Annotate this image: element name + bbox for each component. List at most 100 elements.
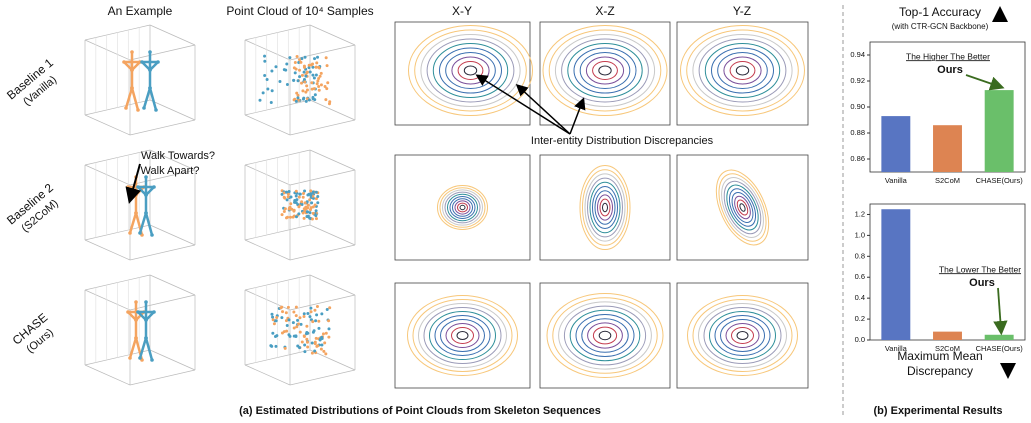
sample-point (313, 349, 317, 353)
sample-point (302, 65, 306, 69)
sample-point (278, 80, 282, 84)
sample-point (317, 65, 321, 69)
sample-point (309, 63, 313, 67)
arrow (515, 83, 571, 135)
sample-point (283, 346, 287, 350)
column-header: X-Y (452, 4, 472, 18)
sample-point (294, 99, 298, 103)
sample-point (292, 78, 296, 82)
sample-point (286, 195, 290, 199)
joint (144, 336, 148, 340)
contour (720, 319, 765, 352)
sample-point (303, 80, 307, 84)
sample-point (315, 61, 319, 65)
sample-point (285, 62, 289, 66)
sample-point (289, 195, 293, 199)
sample-point (286, 305, 290, 309)
axis-line (149, 349, 196, 371)
sample-point (311, 211, 315, 215)
sample-point (313, 93, 317, 97)
sample-point (310, 81, 314, 85)
contour (698, 303, 787, 368)
sample-point (297, 60, 301, 64)
sample-point (308, 216, 312, 220)
sample-point (280, 213, 284, 217)
sample-point (316, 201, 320, 205)
arrow (965, 74, 1005, 91)
sample-point (270, 69, 274, 73)
joint (138, 231, 142, 235)
sample-point (298, 58, 302, 62)
contour (414, 29, 527, 112)
sample-point (302, 70, 306, 74)
sample-point (292, 326, 296, 330)
contour (709, 311, 776, 360)
contour (731, 327, 754, 344)
x-tick-label: Vanilla (885, 344, 908, 353)
contour (567, 43, 643, 98)
bar (881, 209, 911, 340)
contour (439, 47, 502, 94)
axis-line (244, 364, 291, 386)
sample-point (296, 79, 300, 83)
contour-panel (394, 282, 531, 389)
contour (728, 188, 757, 227)
contour (589, 181, 621, 234)
y-tick-label: 0.8 (855, 251, 865, 260)
sample-point (305, 337, 309, 341)
sample-point (282, 330, 286, 334)
contour-panel (676, 282, 809, 389)
sample-point (326, 81, 330, 85)
plot-3d (84, 274, 196, 386)
sample-point (309, 310, 313, 314)
sample-point (309, 194, 313, 198)
arrow (475, 74, 571, 135)
contour (454, 200, 471, 215)
sample-point (319, 347, 323, 351)
sample-point (311, 73, 315, 77)
contour (718, 173, 767, 242)
sample-point (325, 64, 329, 68)
sample-point (302, 314, 306, 318)
sample-point (304, 90, 308, 94)
y-tick-label: 1.2 (855, 209, 865, 218)
arrow (993, 287, 1008, 336)
axis-line (149, 149, 196, 171)
contour (558, 301, 652, 370)
caption: (a) Estimated Distributions of Point Clo… (239, 405, 601, 417)
contour (542, 25, 668, 116)
sample-point (327, 327, 331, 331)
axis-line (149, 274, 196, 296)
axis-line (129, 119, 196, 136)
sample-point (317, 88, 321, 92)
caption: (b) Experimental Results (874, 405, 1003, 417)
joint (144, 300, 148, 304)
joint (150, 233, 154, 237)
sample-point (310, 201, 314, 205)
sample-point (289, 202, 293, 206)
y-tick-label: 0.0 (855, 335, 865, 344)
sample-point (292, 66, 296, 70)
sample-point (293, 199, 297, 203)
sample-point (300, 73, 304, 77)
sample-point (297, 205, 301, 209)
sample-point (285, 216, 289, 220)
sample-point (270, 89, 274, 93)
contour (561, 38, 649, 103)
sample-point (311, 65, 315, 69)
bar (933, 331, 962, 340)
sample-point (306, 331, 310, 335)
sample-point (280, 316, 284, 320)
contour (704, 43, 781, 98)
y-tick-label: 0.90 (850, 102, 865, 111)
sample-point (314, 73, 318, 77)
sample-point (320, 335, 324, 339)
contour (563, 305, 647, 366)
sample-point (310, 341, 314, 345)
sample-point (283, 196, 287, 200)
axis-line (244, 164, 291, 186)
sample-point (308, 70, 312, 74)
sample-point (325, 87, 329, 91)
contour-panel (676, 21, 809, 126)
